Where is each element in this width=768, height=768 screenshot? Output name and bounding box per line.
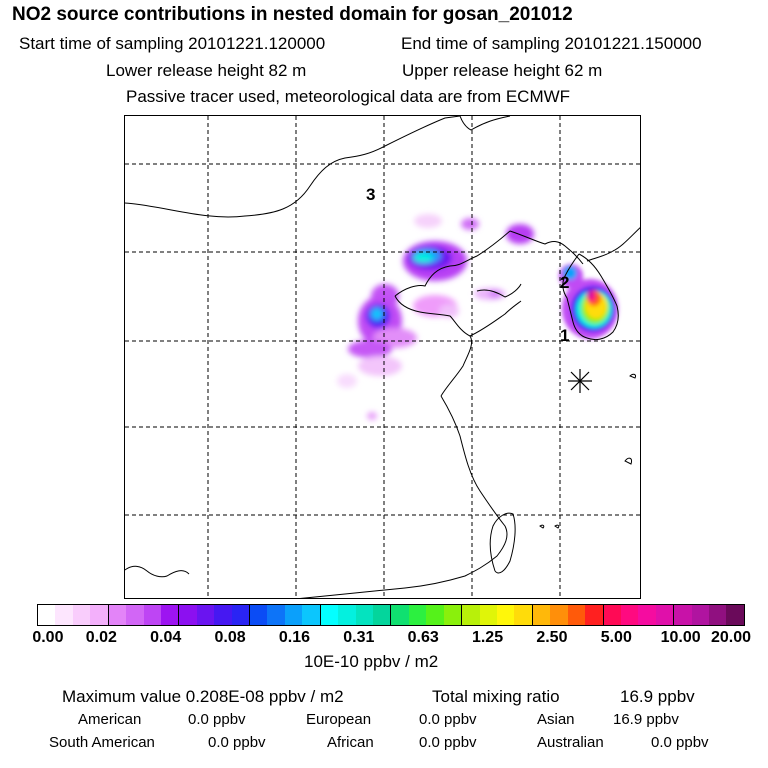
tracer-note: Passive tracer used, meteorological data… xyxy=(126,87,571,106)
map-label-3: 3 xyxy=(366,185,375,204)
colorbar-cell xyxy=(284,605,303,625)
end-time: End time of sampling 20101221.150000 xyxy=(401,34,702,53)
colorbar-cell xyxy=(567,605,586,625)
colorbar-cell xyxy=(585,605,603,625)
colorbar-cell xyxy=(373,605,391,625)
map-canvas: 3 2 1 xyxy=(125,116,640,598)
maximum-value: Maximum value 0.208E-08 ppbv / m2 xyxy=(62,687,344,706)
colorbar-cell xyxy=(709,605,727,625)
colorbar-cell xyxy=(461,605,480,625)
region-australian-value: 0.0 ppbv xyxy=(651,734,709,751)
latlon-grid xyxy=(125,116,640,598)
region-asian-label: Asian xyxy=(537,711,575,728)
colorbar-tick-label: 0.63 xyxy=(407,629,439,646)
colorbar-cell xyxy=(620,605,639,625)
colorbar-cell xyxy=(231,605,250,625)
colorbar-cell xyxy=(302,605,320,625)
colorbar-cell xyxy=(338,605,356,625)
colorbar-tick-label: 20.00 xyxy=(710,629,752,646)
colorbar-cell xyxy=(638,605,656,625)
colorbar-cell xyxy=(655,605,674,625)
colorbar-tick-label: 0.08 xyxy=(214,629,246,646)
region-european-value: 0.0 ppbv xyxy=(419,711,477,728)
colorbar-tick-label: 1.25 xyxy=(471,629,504,646)
region-african-label: African xyxy=(327,734,374,751)
colorbar-cell xyxy=(72,605,91,625)
upper-release-height: Upper release height 62 m xyxy=(402,61,603,80)
colorbar-tick-label: 10.00 xyxy=(660,629,701,646)
colorbar xyxy=(37,604,745,626)
colorbar-cell xyxy=(90,605,108,625)
colorbar-cell xyxy=(196,605,215,625)
colorbar-cell xyxy=(426,605,444,625)
colorbar-cell xyxy=(178,605,197,625)
colorbar-cell xyxy=(408,605,427,625)
concentration-plume-northwest xyxy=(337,214,534,420)
colorbar-cell xyxy=(55,605,73,625)
colorbar-cell xyxy=(531,605,551,625)
colorbar-tick-label: 0.02 xyxy=(85,629,117,646)
colorbar-cell xyxy=(126,605,144,625)
map-panel: 3 2 1 xyxy=(124,115,641,599)
asterisk-icon xyxy=(568,369,592,393)
colorbar-cell xyxy=(479,605,497,625)
concentration-plume-korea xyxy=(559,264,618,339)
colorbar-tick-label: 0.04 xyxy=(150,629,182,646)
colorbar-cell xyxy=(38,605,56,625)
colorbar-tick-label: 5.00 xyxy=(600,629,632,646)
total-mixing-ratio-label: Total mixing ratio xyxy=(432,687,560,706)
colorbar-tick-label: 0.31 xyxy=(343,629,375,646)
colorbar-cell xyxy=(107,605,127,625)
colorbar-cell xyxy=(319,605,339,625)
region-european-label: European xyxy=(306,711,372,728)
region-australian-label: Australian xyxy=(537,734,604,751)
colorbar-cell xyxy=(267,605,285,625)
total-mixing-ratio-value: 16.9 ppbv xyxy=(620,687,695,706)
colorbar-cell xyxy=(143,605,161,625)
coastlines xyxy=(125,116,640,598)
colorbar-cell xyxy=(691,605,710,625)
region-african-value: 0.0 ppbv xyxy=(419,734,477,751)
colorbar-cell xyxy=(443,605,462,625)
colorbar-tick-label: 0.16 xyxy=(278,629,311,646)
colorbar-cell xyxy=(390,605,409,625)
colorbar-cell xyxy=(214,605,232,625)
colorbar-unit: 10E-10 ppbv / m2 xyxy=(304,652,439,671)
colorbar-cell xyxy=(249,605,268,625)
colorbar-cell xyxy=(602,605,621,625)
colorbar-cell xyxy=(726,605,744,625)
region-south-american-value: 0.0 ppbv xyxy=(208,734,266,751)
figure-title: NO2 source contributions in nested domai… xyxy=(12,4,573,25)
colorbar-cell xyxy=(160,605,179,625)
region-american-label: American xyxy=(78,711,142,728)
start-time: Start time of sampling 20101221.120000 xyxy=(19,34,326,53)
region-american-value: 0.0 ppbv xyxy=(188,711,246,728)
colorbar-tick-label: 2.50 xyxy=(536,629,568,646)
colorbar-cell xyxy=(514,605,532,625)
region-south-american-label: South American xyxy=(49,734,155,751)
colorbar-cell xyxy=(355,605,374,625)
colorbar-cell xyxy=(550,605,568,625)
colorbar-cell xyxy=(673,605,692,625)
map-label-2: 2 xyxy=(560,273,569,292)
region-asian-value: 16.9 ppbv xyxy=(613,711,679,728)
lower-release-height: Lower release height 82 m xyxy=(106,61,307,80)
map-label-1: 1 xyxy=(560,326,569,345)
colorbar-tick-label: 0.00 xyxy=(32,629,64,646)
colorbar-cell xyxy=(496,605,515,625)
